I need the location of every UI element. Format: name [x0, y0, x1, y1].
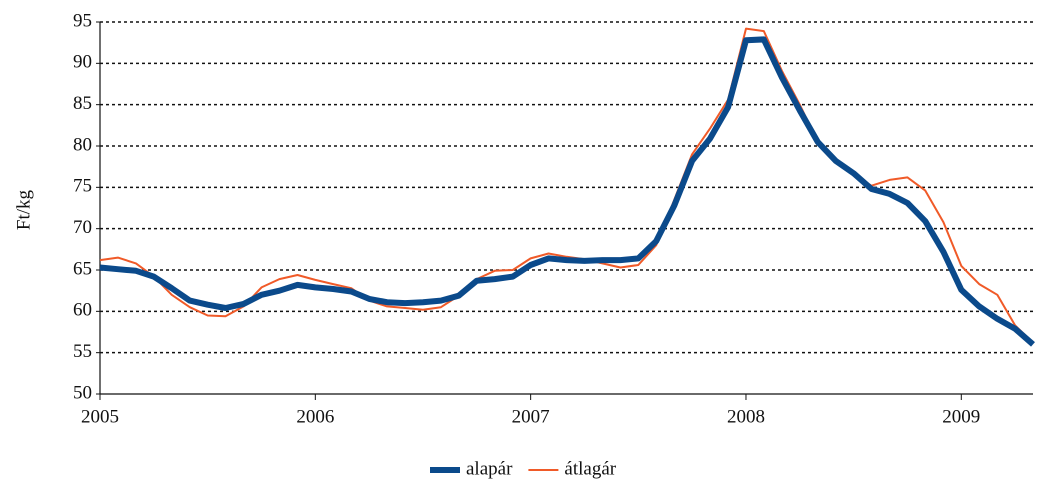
x-tick-label: 2007 [512, 406, 550, 427]
legend-label: átlagár [564, 458, 616, 479]
y-tick-label: 65 [73, 258, 92, 279]
y-tick-label: 75 [73, 176, 92, 197]
x-tick-label: 2006 [296, 406, 334, 427]
y-axis-label: Ft/kg [13, 189, 34, 230]
y-tick-label: 90 [73, 52, 92, 73]
y-tick-label: 95 [73, 10, 92, 31]
x-tick-label: 2008 [727, 406, 765, 427]
y-tick-label: 60 [73, 300, 92, 321]
line-series [99, 27, 1034, 344]
line-series [99, 36, 1035, 347]
x-tick-label: 2009 [942, 406, 980, 427]
y-tick-label: 50 [73, 382, 92, 403]
y-tick-label: 85 [73, 93, 92, 114]
legend-label: alapár [466, 458, 513, 479]
y-tick-label: 55 [73, 341, 92, 362]
x-tick-label: 2005 [81, 406, 119, 427]
y-tick-label: 80 [73, 134, 92, 155]
y-tick-label: 70 [73, 217, 92, 238]
